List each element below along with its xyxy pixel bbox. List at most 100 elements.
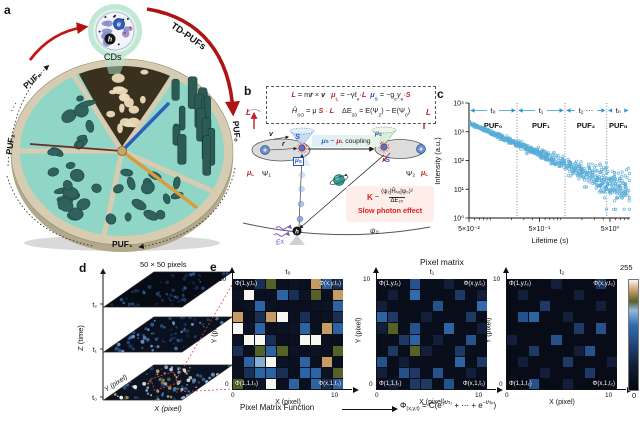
heatmap-cell bbox=[399, 323, 410, 334]
heatmap-cell bbox=[288, 334, 299, 345]
heatmap-cell bbox=[377, 367, 388, 378]
heatmap-cell bbox=[233, 312, 244, 323]
L-right-label: L bbox=[426, 108, 431, 117]
heatmap-cell bbox=[443, 323, 454, 334]
heatmap-cell bbox=[595, 279, 606, 290]
corner-label-br: Φ(x,1,t₀) bbox=[318, 381, 341, 387]
heatmap-cell bbox=[377, 279, 388, 290]
heatmap-cell bbox=[518, 312, 529, 323]
heatmap-cell bbox=[244, 279, 255, 290]
heatmap-cell bbox=[540, 356, 551, 367]
y-axis-arrow-icon bbox=[503, 267, 509, 273]
y-axis bbox=[232, 273, 233, 390]
heatmap-cell bbox=[266, 279, 277, 290]
svg-text:PUFₙ: PUFₙ bbox=[609, 121, 628, 130]
heatmap-cell bbox=[529, 279, 540, 290]
heatmap-cell bbox=[277, 367, 288, 378]
heatmap-cell bbox=[518, 367, 529, 378]
heatmap-cell bbox=[421, 334, 432, 345]
svg-text:Lifetime (s): Lifetime (s) bbox=[531, 236, 569, 245]
heatmap-cell bbox=[288, 301, 299, 312]
K-fraction: ⟨ψ₂|Ĥₛₒ|ψ₀⟩² ΔE₂₀ bbox=[381, 189, 413, 204]
heatmap-cell bbox=[432, 367, 443, 378]
corner-label-tr: Φ(x,y,t₁) bbox=[463, 281, 485, 287]
y-axis-label: Y (pixel) bbox=[211, 317, 219, 344]
x-tick-min: 0 bbox=[505, 392, 509, 399]
heatmap-cell bbox=[584, 323, 595, 334]
heatmap-cell bbox=[562, 367, 573, 378]
svg-text:tₙ: tₙ bbox=[616, 106, 621, 115]
svg-text:10⁴: 10⁴ bbox=[453, 101, 464, 108]
heatmap-cell bbox=[584, 312, 595, 323]
heatmap-cell bbox=[266, 378, 277, 389]
x-axis-label: X (pixel) bbox=[419, 399, 445, 406]
heatmap-cell bbox=[573, 356, 584, 367]
heatmap-cell bbox=[321, 356, 332, 367]
v-label: v bbox=[269, 131, 273, 138]
y-axis-arrow-icon bbox=[229, 267, 235, 273]
heatmap-cell bbox=[299, 323, 310, 334]
heatmap-cell bbox=[540, 312, 551, 323]
corner-label-tl: Φ(1,y,t₂) bbox=[509, 281, 532, 287]
heatmap-cell bbox=[277, 312, 288, 323]
heatmap-cell bbox=[606, 334, 617, 345]
heatmap-cell bbox=[529, 378, 540, 389]
heatmap-cell bbox=[573, 323, 584, 334]
svg-text:PUF₁: PUF₁ bbox=[532, 121, 550, 130]
heatmap-cell bbox=[518, 301, 529, 312]
heatmap-cell bbox=[288, 279, 299, 290]
heatmap-cell bbox=[507, 279, 518, 290]
corner-label-br: Φ(x,1,t₁) bbox=[462, 381, 485, 387]
heatmap-cell bbox=[476, 279, 487, 290]
heatmap-cell bbox=[377, 312, 388, 323]
formula-phi: Φ bbox=[400, 401, 407, 410]
heatmap-cell bbox=[595, 356, 606, 367]
corner-label-tl: Φ(1,y,t₀) bbox=[235, 281, 258, 287]
heatmap-cell bbox=[288, 312, 299, 323]
K-symbol: K bbox=[367, 192, 373, 202]
heatmap-cell bbox=[518, 290, 529, 301]
formula-eq: = C(e bbox=[419, 401, 442, 410]
heatmap-cell bbox=[529, 356, 540, 367]
heatmap-cell bbox=[233, 290, 244, 301]
heatmap-cell bbox=[299, 367, 310, 378]
heatmap-cell bbox=[595, 367, 606, 378]
heatmap-cell bbox=[476, 290, 487, 301]
heatmap-cell bbox=[277, 356, 288, 367]
heatmap-cell bbox=[244, 356, 255, 367]
equation-line-1: L = mr × v μL = −γℓe·L μS = −geγe·S bbox=[291, 90, 411, 103]
heatmap-cell bbox=[255, 345, 266, 356]
svg-text:t₂: t₂ bbox=[92, 302, 97, 309]
svg-text:t₁: t₁ bbox=[93, 347, 98, 354]
pixel-size-note: 50 × 50 pixels bbox=[140, 260, 187, 269]
y-axis bbox=[376, 273, 377, 390]
heatmap-cell bbox=[377, 334, 388, 345]
heatmap-cell bbox=[255, 378, 266, 389]
heatmap-cell bbox=[606, 290, 617, 301]
heatmap-cell bbox=[432, 356, 443, 367]
heatmap-cell bbox=[244, 290, 255, 301]
heatmap-cell bbox=[388, 334, 399, 345]
heatmap-cell bbox=[288, 290, 299, 301]
x-tick-max: 10 bbox=[605, 392, 613, 399]
svg-text:t₀: t₀ bbox=[490, 106, 495, 115]
formula-mid: + ⋯ + e bbox=[452, 401, 483, 410]
heatmap-cell bbox=[277, 301, 288, 312]
heatmap-cell bbox=[244, 378, 255, 389]
heatmap-cell bbox=[540, 334, 551, 345]
heatmap-cell bbox=[233, 345, 244, 356]
heatmap-cell bbox=[584, 378, 595, 389]
heatmap-cell bbox=[595, 323, 606, 334]
mu-s-left-label: μS bbox=[293, 157, 304, 166]
heatmap-cell bbox=[584, 334, 595, 345]
heatmap-cell bbox=[595, 290, 606, 301]
heatmap-cell bbox=[454, 279, 465, 290]
heatmap-cell bbox=[244, 301, 255, 312]
y-tick-min: 0 bbox=[225, 381, 229, 388]
heatmap-cell bbox=[299, 279, 310, 290]
heatmap-cell bbox=[507, 290, 518, 301]
heatmap-cell bbox=[518, 378, 529, 389]
pixel-matrix-t0: t₀ Φ(1,y,t₀) Φ(x,y,t₀) Φ(1,1,t₀) Φ(x,1,t… bbox=[211, 267, 359, 406]
equation-box: L = mr × v μL = −γℓe·L μS = −geγe·S ĤSO … bbox=[266, 86, 436, 124]
